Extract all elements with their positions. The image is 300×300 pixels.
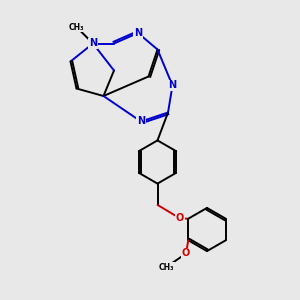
Text: N: N (137, 116, 145, 127)
Text: CH₃: CH₃ (159, 262, 174, 272)
Text: O: O (182, 248, 190, 259)
Text: N: N (168, 80, 177, 91)
Text: O: O (176, 213, 184, 224)
Text: N: N (89, 38, 97, 49)
Text: N: N (134, 28, 142, 38)
Text: CH₃: CH₃ (69, 22, 84, 32)
